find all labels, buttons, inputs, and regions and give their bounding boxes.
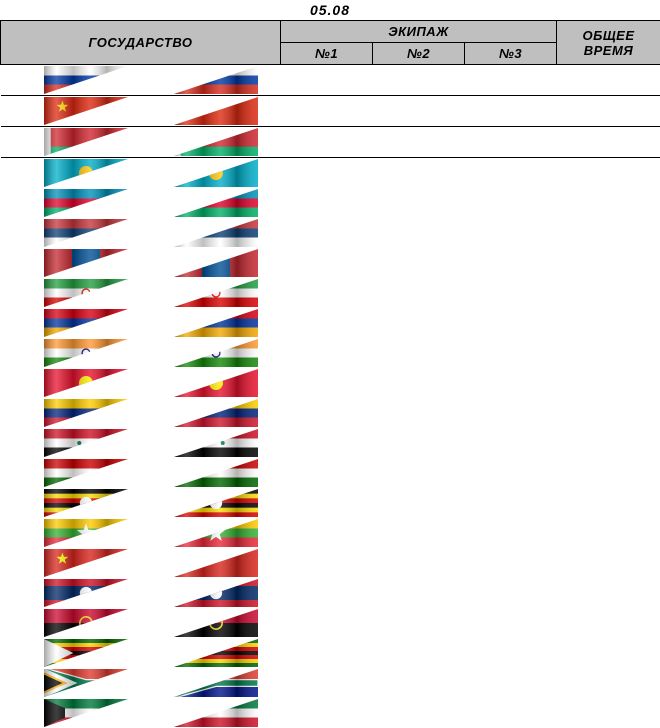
flag-azerbaijan-right (174, 189, 258, 217)
table-row (1, 338, 660, 368)
results-table: ГОСУДАРСТВО ЭКИПАЖ ОБЩЕЕ ВРЕМЯ №1 №2 №3 (0, 20, 660, 728)
flag-armenia-right (174, 309, 258, 337)
flag-tajikistan-left (44, 459, 128, 487)
flag-kazakhstan-left (44, 159, 128, 187)
table-row (1, 158, 660, 189)
flag-syria-left (44, 429, 128, 457)
table-row (1, 248, 660, 278)
flag-laos-right (174, 579, 258, 607)
table-row (1, 188, 660, 218)
table-row (1, 398, 660, 428)
table-row (1, 428, 660, 458)
flag-mongolia-left (44, 249, 128, 277)
flag-kuwait-right (174, 699, 258, 727)
flag-iran-right (174, 279, 258, 307)
table-row (1, 458, 660, 488)
flag-myanmar-right (174, 519, 258, 547)
flag-china-left (44, 97, 128, 125)
flag-angola-left (44, 609, 128, 637)
flag-venezuela-left (44, 399, 128, 427)
table-row (1, 308, 660, 338)
flag-armenia-left (44, 309, 128, 337)
flag-india-right (174, 339, 258, 367)
flag-laos-left (44, 579, 128, 607)
flag-vietnam-left (44, 549, 128, 577)
flag-serbia-right (174, 219, 258, 247)
table-row (1, 368, 660, 398)
flag-kuwait-left (44, 699, 128, 727)
flag-kyrgyzstan-left (44, 369, 128, 397)
table-row (1, 218, 660, 248)
flag-kazakhstan-right (174, 159, 258, 187)
flag-uganda-right (174, 489, 258, 517)
flag-south_africa-left (44, 669, 128, 697)
table-row (1, 668, 660, 698)
table-row (1, 548, 660, 578)
flag-belarus-right (174, 128, 258, 156)
flag-belarus-left (44, 128, 128, 156)
table-row (1, 96, 660, 127)
table-row (1, 488, 660, 518)
flag-kyrgyzstan-right (174, 369, 258, 397)
flag-russia-left (44, 66, 128, 94)
table-row (1, 698, 660, 728)
flag-zimbabwe-right (174, 639, 258, 667)
flag-vietnam-right (174, 549, 258, 577)
flag-china-right (174, 97, 258, 125)
flag-angola-right (174, 609, 258, 637)
table-row (1, 518, 660, 548)
table-row (1, 608, 660, 638)
header-crew: ЭКИПАЖ (281, 21, 557, 43)
flag-syria-right (174, 429, 258, 457)
date-label: 05.08 (0, 0, 660, 20)
header-state: ГОСУДАРСТВО (1, 21, 281, 65)
flag-russia-right (174, 66, 258, 94)
table-row (1, 127, 660, 158)
flag-myanmar-left (44, 519, 128, 547)
flag-tajikistan-right (174, 459, 258, 487)
table-row (1, 638, 660, 668)
table-row (1, 578, 660, 608)
flag-india-left (44, 339, 128, 367)
header-n3: №3 (465, 43, 557, 65)
flag-venezuela-right (174, 399, 258, 427)
table-row (1, 65, 660, 96)
flag-south_africa-right (174, 669, 258, 697)
header-n2: №2 (373, 43, 465, 65)
flag-mongolia-right (174, 249, 258, 277)
flag-zimbabwe-left (44, 639, 128, 667)
header-total: ОБЩЕЕ ВРЕМЯ (557, 21, 660, 65)
flag-azerbaijan-left (44, 189, 128, 217)
flag-uganda-left (44, 489, 128, 517)
flag-iran-left (44, 279, 128, 307)
header-n1: №1 (281, 43, 373, 65)
table-row (1, 278, 660, 308)
flag-serbia-left (44, 219, 128, 247)
